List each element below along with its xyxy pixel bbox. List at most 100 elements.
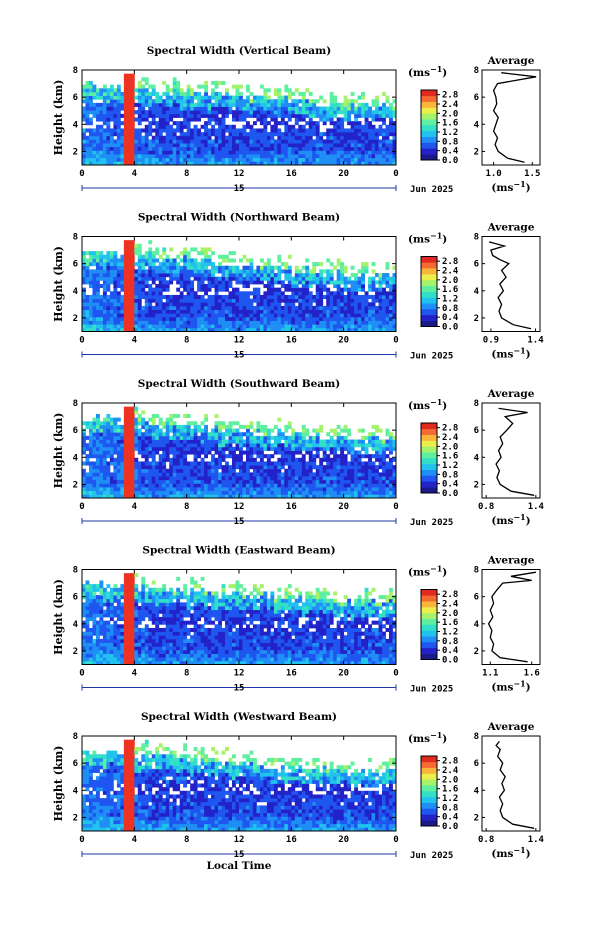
heatmap-cell xyxy=(280,465,285,470)
heatmap-cell xyxy=(228,421,233,426)
heatmap-cell xyxy=(266,287,271,292)
heatmap-cell xyxy=(294,265,299,270)
heatmap-cell xyxy=(245,143,250,148)
heatmap-cell xyxy=(165,265,170,270)
heatmap-cell xyxy=(375,110,379,115)
heatmap-cell xyxy=(134,490,139,495)
heatmap-cell xyxy=(266,305,271,310)
heatmap-cell xyxy=(239,154,243,159)
heatmap-cell xyxy=(232,490,236,495)
heatmap-cell xyxy=(155,450,160,455)
heatmap-cell xyxy=(120,302,125,307)
heatmap-cell xyxy=(207,476,212,481)
heatmap-cell xyxy=(294,327,299,332)
heatmap-cell xyxy=(371,309,376,314)
heatmap-cell xyxy=(193,146,198,151)
heatmap-cell xyxy=(312,327,317,332)
heatmap-cell xyxy=(109,88,114,93)
heatmap-cell xyxy=(239,476,243,481)
heatmap-cell xyxy=(343,284,348,289)
heatmap-cell xyxy=(326,269,331,274)
heatmap-cell xyxy=(183,276,188,281)
heatmap-cell xyxy=(315,468,320,473)
heatmap-cell xyxy=(322,446,327,451)
heatmap-cell xyxy=(137,106,142,111)
heatmap-cell xyxy=(287,472,292,477)
heatmap-cell xyxy=(249,454,254,459)
heatmap-cell xyxy=(340,291,345,296)
heatmap-cell xyxy=(99,132,104,137)
heatmap-cell xyxy=(207,443,212,448)
heatmap-cell xyxy=(179,291,184,296)
heatmap-cell xyxy=(190,284,195,289)
heatmap-cell xyxy=(120,309,125,314)
heatmap-cell xyxy=(123,443,128,448)
heatmap-cell xyxy=(378,276,383,281)
heatmap-cell xyxy=(130,490,135,495)
heatmap-cell xyxy=(252,110,257,115)
heatmap-cell xyxy=(148,273,153,278)
heatmap-cell xyxy=(162,269,167,274)
heatmap-cell xyxy=(368,139,372,144)
heatmap-cell xyxy=(284,95,289,100)
heatmap-cell xyxy=(270,135,275,140)
heatmap-cell xyxy=(190,320,195,325)
heatmap-cell xyxy=(319,439,324,444)
heatmap-cell xyxy=(298,150,303,155)
heatmap-cell xyxy=(130,406,135,411)
heatmap-cell xyxy=(280,294,285,300)
heatmap-cell xyxy=(116,128,121,133)
heatmap-cell xyxy=(82,88,86,93)
heatmap-cell xyxy=(82,313,86,318)
heatmap-cell xyxy=(218,483,222,488)
heatmap-cell xyxy=(280,432,285,437)
heatmap-cell xyxy=(200,465,205,470)
heatmap-cell xyxy=(343,476,348,481)
heatmap-cell xyxy=(106,302,111,307)
heatmap-cell xyxy=(284,461,289,466)
heatmap-cell xyxy=(134,324,139,329)
heatmap-cell xyxy=(315,450,320,455)
heatmap-cell xyxy=(193,106,198,111)
heatmap-cell xyxy=(368,121,372,126)
heatmap-cell xyxy=(106,269,111,274)
heatmap-cell xyxy=(88,302,93,307)
heatmap-cell xyxy=(134,291,139,296)
heatmap-cell xyxy=(336,479,341,484)
heatmap-cell xyxy=(273,465,278,470)
heatmap-cell xyxy=(305,265,310,270)
heatmap-cell xyxy=(312,157,317,162)
heatmap-cell xyxy=(382,294,386,300)
heatmap-cell xyxy=(120,161,125,166)
heatmap-cell xyxy=(218,161,222,166)
heatmap-cell xyxy=(392,287,397,292)
x-tick-label: 12 xyxy=(234,336,245,346)
heatmap-cell xyxy=(113,91,118,96)
heatmap-cell xyxy=(375,139,379,144)
heatmap-cell xyxy=(116,284,121,289)
heatmap-cell xyxy=(207,157,212,162)
heatmap-cell xyxy=(340,132,345,137)
heatmap-cell xyxy=(287,443,292,448)
heatmap-cell xyxy=(134,465,139,470)
heatmap-cell xyxy=(190,490,195,495)
colorbar-swatch xyxy=(421,107,437,114)
heatmap-cell xyxy=(214,91,219,96)
heatmap-cell xyxy=(221,439,226,444)
heatmap-cell xyxy=(113,424,118,429)
heatmap-cell xyxy=(148,254,153,259)
heatmap-cell xyxy=(308,99,313,104)
heatmap-cell xyxy=(99,102,104,107)
heatmap-cell xyxy=(326,106,331,111)
heatmap-cell xyxy=(270,483,275,488)
heatmap-cell xyxy=(190,143,195,148)
heatmap-cell xyxy=(165,424,170,429)
heatmap-cell xyxy=(218,154,222,159)
heatmap-cell xyxy=(109,424,114,429)
heatmap-cell xyxy=(106,487,111,492)
heatmap-cell xyxy=(144,276,149,281)
heatmap-cell xyxy=(340,150,345,155)
heatmap-cell xyxy=(382,273,386,278)
heatmap-cell xyxy=(148,432,153,437)
heatmap-cell xyxy=(134,135,139,140)
